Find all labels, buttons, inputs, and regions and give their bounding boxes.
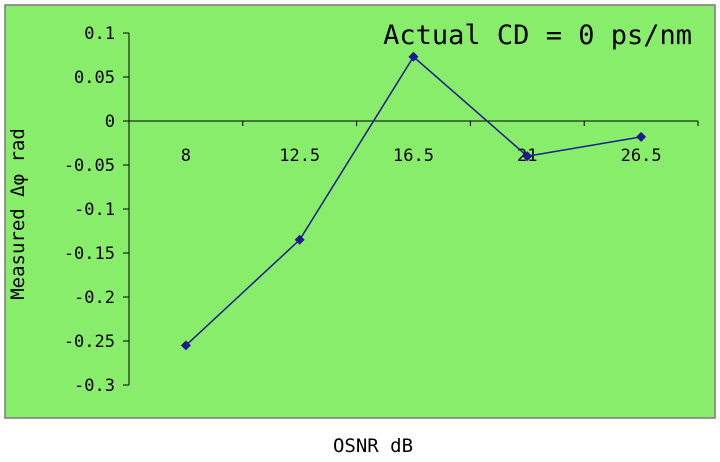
x-tick-label: 26.5 (621, 146, 662, 166)
y-tick-label: -0.3 (74, 376, 115, 396)
y-axis-ticks: 0.1 0.05 0 -0.05 -0.1 -0.15 -0.2 -0.25 -0.3 (64, 24, 129, 396)
y-tick-label: 0.05 (74, 68, 115, 88)
y-tick-label: -0.1 (74, 200, 115, 220)
data-point-marker (294, 234, 305, 245)
x-tick-label: 16.5 (393, 146, 434, 166)
y-axis-title: Measured Δφ rad (7, 128, 29, 300)
x-tick-label: 12.5 (279, 146, 320, 166)
data-point-marker (636, 131, 647, 142)
plot-area-background (4, 4, 716, 419)
series-group (180, 51, 647, 351)
y-tick-label: 0.1 (84, 24, 115, 44)
y-tick-label: -0.25 (64, 332, 115, 352)
y-tick-label: -0.05 (64, 156, 115, 176)
y-tick-label: 0 (105, 112, 115, 132)
data-point-marker (180, 340, 191, 351)
x-tick-label: 8 (181, 146, 191, 166)
data-point-marker (408, 51, 419, 62)
data-point-marker (522, 151, 533, 162)
y-tick-label: -0.2 (74, 288, 115, 308)
chart-title: Actual CD = 0 ps/nm (383, 20, 692, 51)
x-axis-title: OSNR dB (333, 435, 413, 457)
y-tick-label: -0.15 (64, 244, 115, 264)
